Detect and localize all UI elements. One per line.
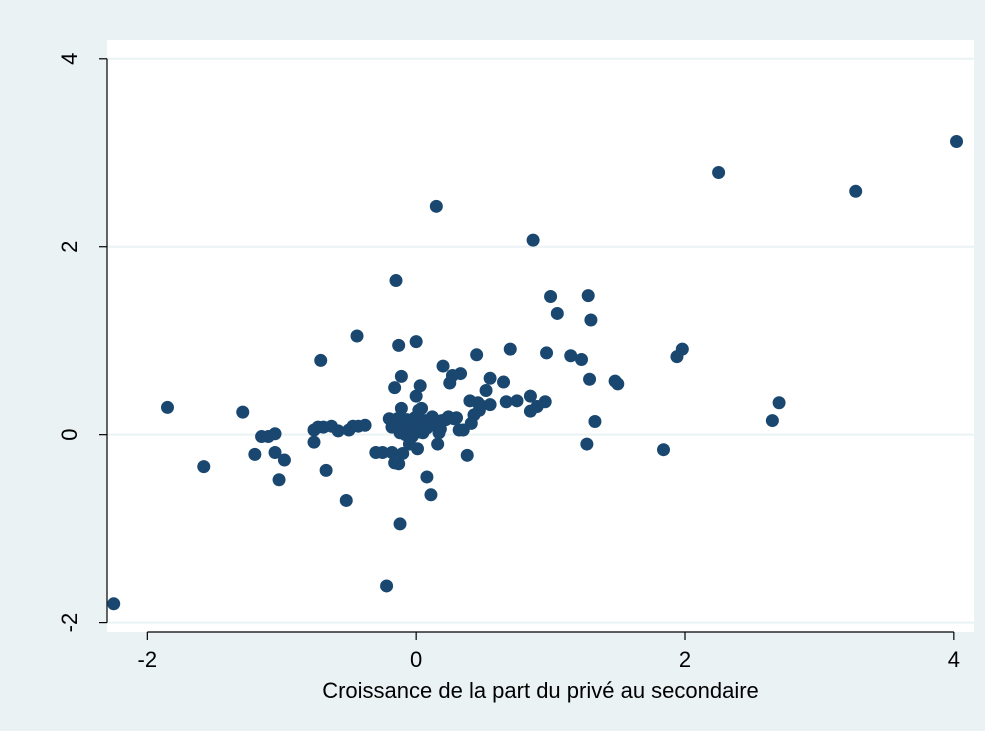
data-point bbox=[580, 437, 594, 451]
data-point bbox=[550, 306, 564, 320]
y-tick-label-0: -2 bbox=[57, 613, 82, 633]
y-tick-label-3: 4 bbox=[57, 53, 82, 65]
data-point bbox=[339, 493, 353, 507]
data-point bbox=[248, 447, 262, 461]
data-point bbox=[497, 375, 511, 389]
data-point bbox=[409, 335, 423, 349]
x-tick-label-0: -2 bbox=[138, 647, 158, 672]
data-point bbox=[107, 597, 121, 611]
data-point bbox=[319, 463, 333, 477]
data-point bbox=[584, 313, 598, 327]
x-tick-label-2: 2 bbox=[679, 647, 691, 672]
data-point bbox=[277, 453, 291, 467]
data-point bbox=[483, 371, 497, 385]
data-point bbox=[474, 399, 488, 413]
data-point bbox=[385, 446, 399, 460]
data-point bbox=[268, 446, 282, 460]
data-point bbox=[376, 446, 390, 460]
data-point bbox=[436, 359, 450, 373]
data-point bbox=[765, 414, 779, 428]
data-point bbox=[510, 394, 524, 408]
data-point bbox=[950, 134, 964, 148]
data-point bbox=[588, 415, 602, 429]
data-point bbox=[583, 372, 597, 386]
data-point bbox=[197, 460, 211, 474]
data-point bbox=[420, 470, 434, 484]
data-point bbox=[388, 381, 402, 395]
data-point bbox=[392, 338, 406, 352]
data-point bbox=[544, 290, 558, 304]
data-point bbox=[449, 411, 463, 425]
plot-area bbox=[107, 40, 974, 632]
gridlines bbox=[107, 57, 974, 624]
data-point bbox=[394, 369, 408, 383]
data-point bbox=[396, 446, 410, 460]
data-point bbox=[454, 367, 468, 381]
data-point bbox=[160, 400, 174, 414]
data-point bbox=[236, 405, 250, 419]
y-tick-label-1: 0 bbox=[57, 429, 82, 441]
data-point bbox=[413, 379, 427, 393]
data-point bbox=[331, 424, 345, 438]
x-tick-label-3: 4 bbox=[948, 647, 960, 672]
x-axis-title: Croissance de la part du privé au second… bbox=[322, 678, 759, 703]
data-point bbox=[394, 401, 408, 415]
data-point bbox=[424, 488, 438, 502]
data-point bbox=[393, 517, 407, 531]
ticks: -2 0 2 4 -2 0 2 4 bbox=[57, 53, 960, 672]
data-point bbox=[429, 199, 443, 213]
data-point bbox=[350, 329, 364, 343]
data-point bbox=[574, 352, 588, 366]
data-point bbox=[268, 427, 282, 441]
data-points bbox=[107, 134, 964, 611]
data-point bbox=[314, 353, 328, 367]
data-point bbox=[656, 443, 670, 457]
data-point bbox=[392, 457, 406, 471]
data-point bbox=[470, 348, 484, 362]
data-point bbox=[389, 274, 403, 288]
x-tick-label-1: 0 bbox=[410, 647, 422, 672]
data-point bbox=[460, 448, 474, 462]
y-tick-label-2: 2 bbox=[57, 241, 82, 253]
data-point bbox=[479, 384, 493, 398]
data-point bbox=[411, 442, 425, 456]
data-point bbox=[483, 398, 497, 412]
data-point bbox=[540, 346, 554, 360]
data-point bbox=[272, 473, 286, 487]
data-point bbox=[503, 342, 517, 356]
data-point bbox=[415, 401, 429, 415]
data-point bbox=[611, 377, 625, 391]
data-point bbox=[523, 389, 537, 403]
data-point bbox=[307, 435, 321, 449]
data-point bbox=[409, 389, 423, 403]
data-point bbox=[675, 342, 689, 356]
data-point bbox=[581, 289, 595, 303]
data-point bbox=[712, 165, 726, 179]
data-point bbox=[772, 396, 786, 410]
data-point bbox=[538, 395, 552, 409]
data-point bbox=[499, 395, 513, 409]
axes bbox=[106, 58, 954, 633]
data-point bbox=[564, 349, 578, 363]
data-point bbox=[431, 437, 445, 451]
data-point bbox=[380, 579, 394, 593]
data-point bbox=[358, 418, 372, 432]
data-point bbox=[849, 184, 863, 198]
data-point bbox=[526, 233, 540, 247]
